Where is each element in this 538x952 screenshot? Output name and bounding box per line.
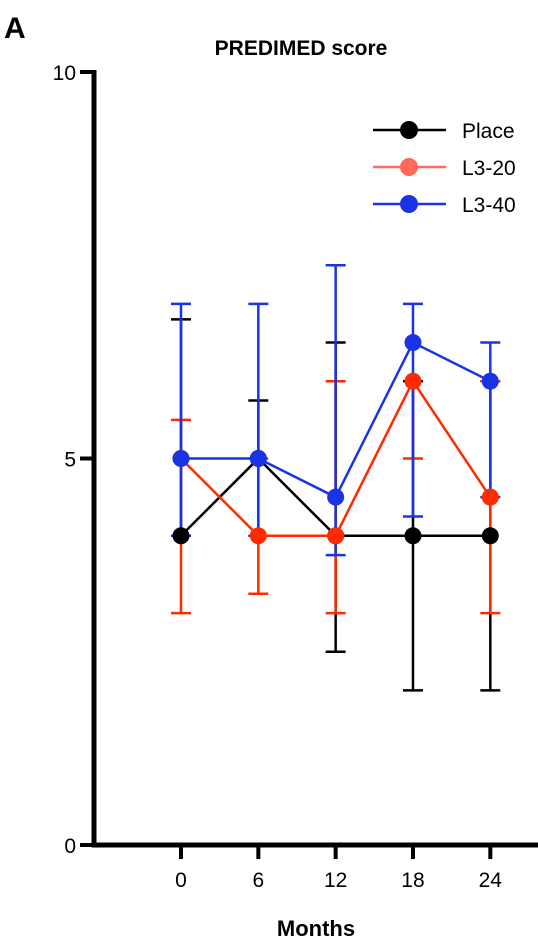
x-tick-label: 18 [401, 869, 424, 892]
data-point [249, 527, 267, 545]
data-point [404, 372, 422, 390]
data-point [172, 527, 190, 545]
legend-label: Place [462, 120, 515, 143]
legend-item: Place [373, 120, 515, 143]
data-point [404, 334, 422, 352]
legend: Place L3-20 L3-40 [373, 120, 516, 217]
data-point [249, 450, 267, 467]
data-point [327, 527, 345, 545]
legend-marker [400, 121, 418, 139]
error-bars-l3-40 [170, 264, 501, 557]
legend-label: L3-20 [462, 157, 516, 180]
axes: 0 5 10 0 6 12 18 24 [53, 62, 538, 892]
x-tick-label: 0 [175, 869, 187, 892]
x-tick-label: 24 [479, 869, 503, 892]
plot-area [170, 264, 501, 692]
chart-title: PREDIMED score [215, 37, 388, 60]
y-tick-label: 0 [64, 835, 76, 858]
legend-marker [400, 158, 418, 176]
data-point [327, 488, 345, 506]
y-tick-label: 5 [64, 449, 76, 472]
data-point [481, 372, 499, 390]
data-point [481, 527, 499, 545]
legend-marker [400, 195, 418, 213]
legend-item: L3-40 [373, 194, 516, 217]
data-point [481, 488, 499, 506]
x-tick-label: 12 [324, 869, 347, 892]
y-tick-label: 10 [53, 62, 76, 85]
data-point [172, 450, 190, 467]
series-l3-40 [172, 334, 499, 506]
x-tick-label: 6 [252, 869, 264, 892]
panel-letter: A [4, 12, 26, 45]
legend-item: L3-20 [373, 157, 516, 180]
legend-label: L3-40 [462, 194, 516, 217]
x-axis-label: Months [277, 916, 355, 941]
data-point [404, 527, 422, 545]
